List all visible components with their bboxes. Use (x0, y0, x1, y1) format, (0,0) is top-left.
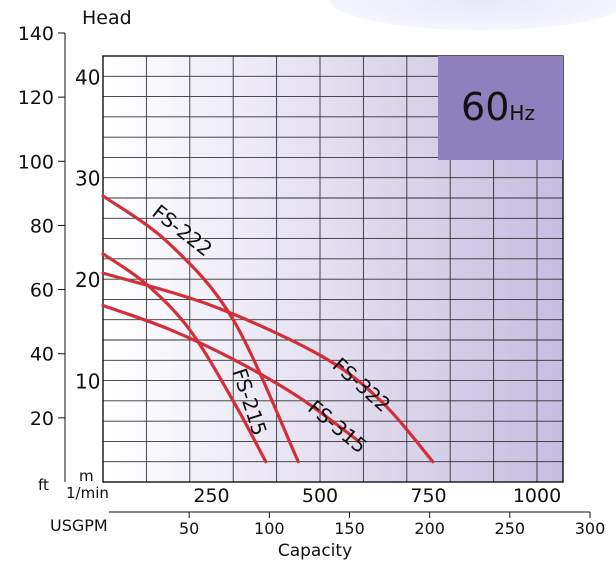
frequency-badge (438, 56, 563, 160)
m-tick-label: 20 (75, 268, 100, 292)
gpm-tick-label: 250 (495, 519, 526, 538)
m-tick-label: 30 (75, 167, 100, 191)
ft-unit-label: ft (38, 476, 49, 494)
frequency-badge-text: 60Hz (461, 85, 535, 129)
gpm-unit-label: USGPM (50, 516, 108, 535)
lpm-tick-label: 250 (193, 485, 229, 507)
ft-tick-label: 60 (30, 280, 54, 302)
ft-tick-label: 120 (18, 87, 54, 109)
m-tick-label: 10 (75, 370, 100, 394)
curve-fs-315 (101, 303, 361, 443)
y-axis-title: Head (82, 7, 132, 29)
lpm-tick-label: 500 (302, 485, 338, 507)
m-tick-label: 40 (75, 65, 100, 89)
gpm-tick-label: 100 (254, 519, 285, 538)
lpm-tick-label: 1000 (513, 485, 561, 507)
curve-fs-322 (101, 271, 435, 464)
gpm-tick-label: 300 (575, 519, 606, 538)
x-axis-title: Capacity (278, 541, 352, 561)
ft-tick-label: 80 (30, 215, 54, 237)
ft-tick-label: 100 (18, 151, 54, 173)
lpm-tick-label: 750 (410, 485, 446, 507)
lpm-unit-label: 1/min (66, 484, 109, 502)
gpm-tick-label: 200 (414, 519, 445, 538)
ft-tick-label: 40 (30, 344, 54, 366)
gpm-tick-label: 50 (179, 519, 199, 538)
ft-tick-label: 140 (18, 23, 54, 45)
ft-tick-label: 20 (30, 408, 54, 430)
plot-border (102, 55, 564, 483)
gpm-tick-label: 150 (334, 519, 365, 538)
curve-fs-222 (101, 194, 300, 464)
m-unit-label: m (79, 467, 94, 485)
curve-fs-215 (101, 252, 268, 464)
